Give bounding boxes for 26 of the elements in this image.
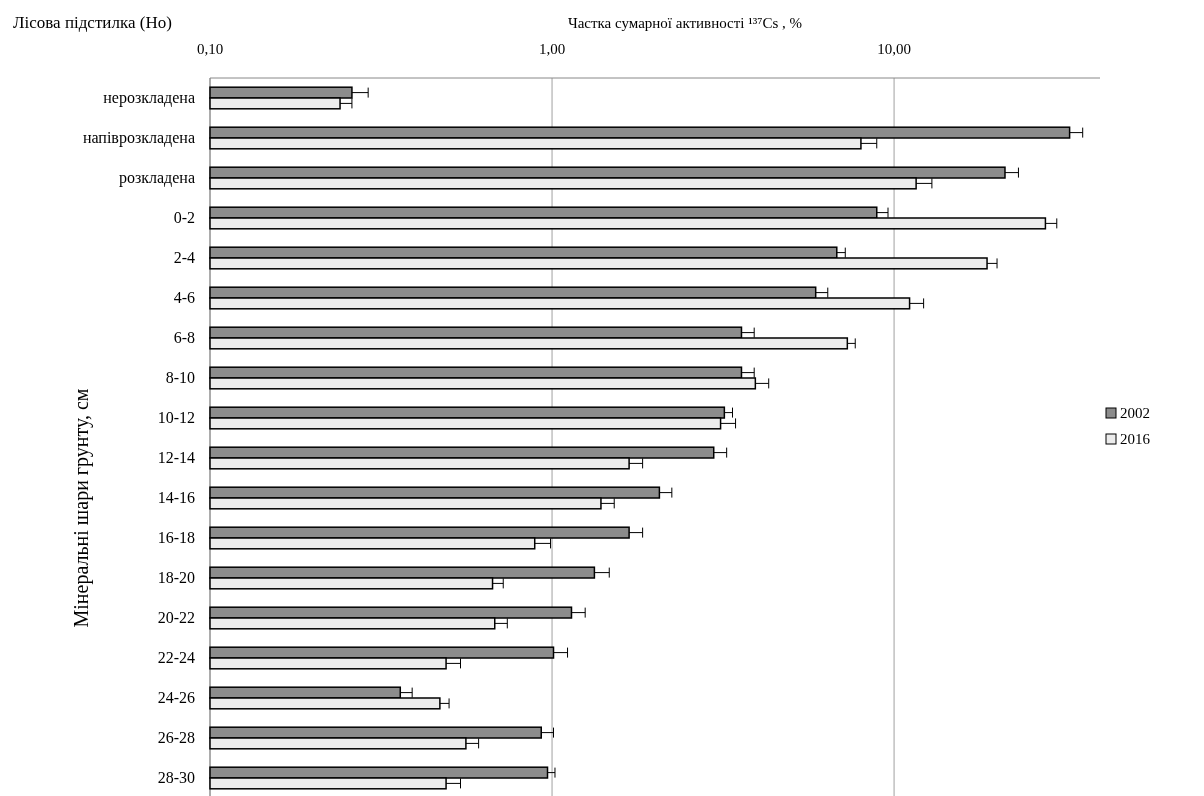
x-tick-label: 10,00 [877, 41, 911, 57]
legend-label: 2016 [1120, 431, 1151, 447]
x-tick-label: 1,00 [538, 41, 566, 57]
y-tick-label: 0-2 [173, 209, 195, 226]
y-tick-label: 28-30 [157, 769, 195, 786]
text: Лісова підстилка (Ho) [13, 13, 172, 32]
y-tick-label: напіврозкладена [82, 129, 195, 147]
x-tick-label: 0,10 [196, 41, 224, 57]
y-tick-label: 22-24 [157, 649, 195, 666]
y-tick-label: 10-12 [157, 409, 195, 426]
y-tick-label: 18-20 [157, 569, 195, 586]
y-tick-label: 6-8 [173, 329, 195, 346]
y-tick-label: нерозкладена [103, 89, 195, 107]
y-tick-label: 8-10 [165, 369, 195, 386]
legend-label: 2002 [1120, 405, 1150, 421]
y-tick-label: 24-26 [157, 689, 195, 706]
y-tick-label: 20-22 [157, 609, 195, 626]
y-tick-label: 4-6 [173, 289, 195, 306]
y-tick-label: 12-14 [157, 449, 195, 466]
y-tick-label: 2-4 [173, 249, 195, 266]
y-tick-label: 26-28 [157, 729, 195, 746]
x-axis-title: Частка сумарної активності ¹³⁷Cs , % [567, 15, 803, 31]
y-axis-title: Мінеральні шари грунту, см [70, 388, 93, 628]
y-tick-label: 16-18 [157, 529, 195, 546]
y-tick-label: 14-16 [157, 489, 195, 506]
y-tick-label: розкладена [118, 169, 195, 187]
